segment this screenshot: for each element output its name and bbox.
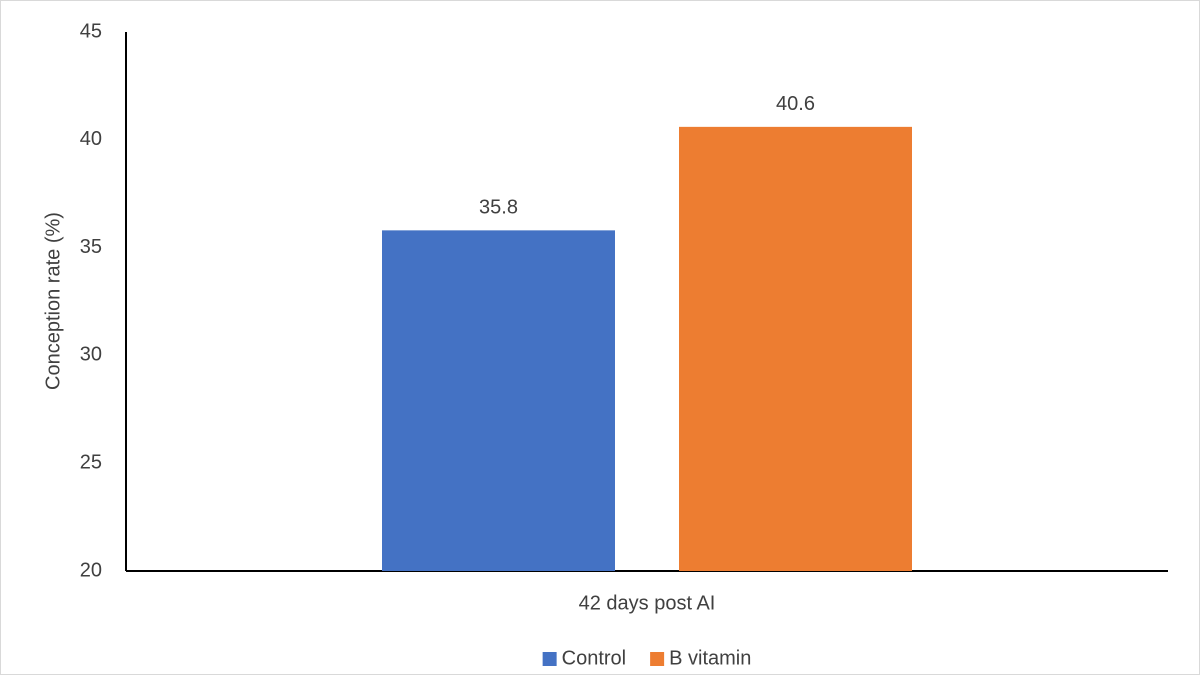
bar <box>679 126 912 571</box>
y-tick-label: 25 <box>80 451 102 473</box>
y-tick-label: 30 <box>80 344 102 366</box>
legend-label: B vitamin <box>669 647 751 669</box>
y-tick-label: 20 <box>80 559 102 581</box>
y-tick-label: 35 <box>80 236 102 258</box>
x-tick-label: 42 days post AI <box>579 592 716 614</box>
bar <box>382 230 615 572</box>
value-label: 40.6 <box>776 93 815 115</box>
y-tick-label: 40 <box>80 128 102 150</box>
legend-swatch <box>650 652 665 666</box>
value-label: 35.8 <box>479 197 518 219</box>
y-axis-label: Conception rate (%) <box>42 212 64 390</box>
legend-swatch <box>542 652 557 666</box>
legend-label: Control <box>562 647 626 669</box>
y-tick-label: 45 <box>80 20 102 42</box>
